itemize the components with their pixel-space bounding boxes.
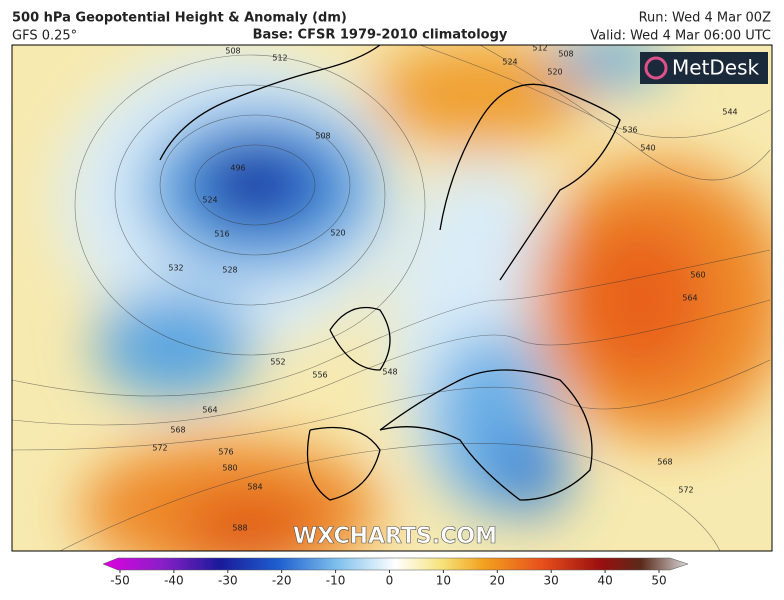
colorbar-tick-label: 0 xyxy=(386,574,394,588)
colorbar-tick-label: -50 xyxy=(110,574,130,588)
contour-label: 580 xyxy=(222,464,237,473)
map-field xyxy=(12,45,772,551)
contour-label: 564 xyxy=(202,406,217,415)
watermark: WXCHARTS.COM xyxy=(293,524,497,549)
contour-label: 536 xyxy=(622,126,637,135)
colorbar-tick-label: -40 xyxy=(164,574,184,588)
colorbar-tick-label: -30 xyxy=(218,574,238,588)
colorbar-tick-label: 50 xyxy=(651,574,666,588)
contour-label: 544 xyxy=(722,108,737,117)
contour-label: 564 xyxy=(682,294,697,303)
contour-label: 568 xyxy=(170,426,185,435)
contour-label: 576 xyxy=(218,448,233,457)
contour-label: 588 xyxy=(232,524,247,533)
brand: MetDesk xyxy=(672,56,760,80)
contour-label: 508 xyxy=(315,132,330,141)
contour-label: 560 xyxy=(690,271,705,280)
colorbar-tick-label: 40 xyxy=(597,574,612,588)
colorbar-tick-label: -20 xyxy=(272,574,292,588)
brand-icon xyxy=(644,56,668,80)
contour-label: 572 xyxy=(152,444,167,453)
contour-label: 548 xyxy=(382,368,397,377)
brand-box xyxy=(640,52,768,84)
contour-label: 516 xyxy=(214,230,229,239)
colorbar-tick-label: 30 xyxy=(544,574,559,588)
colorbar-tick-label: 20 xyxy=(490,574,505,588)
contour-label: 532 xyxy=(168,264,183,273)
contour-label: 540 xyxy=(640,144,655,153)
contour-label: 512 xyxy=(272,54,287,63)
contour-label: 520 xyxy=(547,68,562,77)
contour-label: 508 xyxy=(558,50,573,59)
colorbar-tick-label: 10 xyxy=(436,574,451,588)
contour-label: 496 xyxy=(230,164,245,173)
contour-label: 552 xyxy=(270,358,285,367)
contour-label: 512 xyxy=(532,44,547,53)
contour-label: 524 xyxy=(202,196,217,205)
contour-label: 556 xyxy=(312,371,327,380)
title: 500 hPa Geopotential Height & Anomaly (d… xyxy=(12,11,347,26)
colorbar-tick-label: -10 xyxy=(326,574,346,588)
contour-label: 508 xyxy=(225,47,240,56)
map-frame xyxy=(11,44,773,552)
model: GFS 0.25° xyxy=(12,29,77,44)
contour-label: 584 xyxy=(247,483,262,492)
valid-time: Valid: Wed 4 Mar 06:00 UTC xyxy=(590,29,771,44)
contour-label: 524 xyxy=(502,58,517,67)
contour-label: 520 xyxy=(330,229,345,238)
contour-label: 568 xyxy=(657,458,672,467)
colorbar xyxy=(102,557,689,571)
contour-label: 572 xyxy=(678,486,693,495)
contour-label: 528 xyxy=(222,266,237,275)
base: Base: CFSR 1979-2010 climatology xyxy=(253,28,508,43)
run-time: Run: Wed 4 Mar 00Z xyxy=(639,11,772,26)
